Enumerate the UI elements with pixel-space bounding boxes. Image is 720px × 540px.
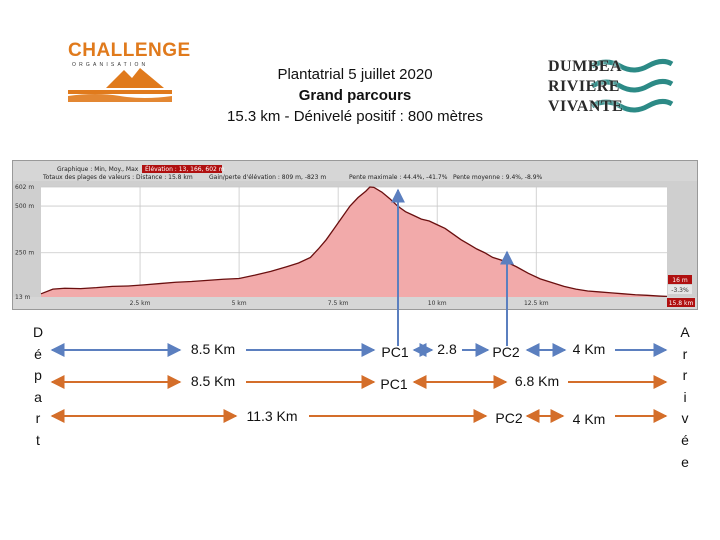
row2-seg2-label: 6.8 Km xyxy=(514,373,560,389)
info-line2-c: Pente maximale : 44.4%, -41.7% xyxy=(349,174,448,181)
depart-letter: D xyxy=(32,324,44,340)
end-slope-label: -3.3% xyxy=(671,287,689,294)
arrivee-letter: é xyxy=(681,431,689,448)
arrivee-letter: i xyxy=(683,388,687,405)
end-elevation-badge xyxy=(668,275,692,284)
depart-letter: r xyxy=(35,410,41,427)
end-elevation-label: 16 m xyxy=(672,277,688,284)
row3-seg1-label: 11.3 Km xyxy=(246,408,298,424)
dumbea-logo-line-3: VIVANTE xyxy=(548,98,624,115)
depart-letter: p xyxy=(34,367,42,384)
y-tick-label: 250 m xyxy=(15,250,34,257)
arrivee-letter: v xyxy=(681,410,689,427)
elevation-area xyxy=(41,187,667,297)
challenge-logo: CHALLENGE ORGANISATION xyxy=(66,40,190,110)
elevation-line xyxy=(40,186,668,298)
arrivee-letter: r xyxy=(682,367,688,384)
mountain-icon xyxy=(68,68,172,102)
arrivee-letter: r xyxy=(682,345,688,362)
depart-label: D é p a r t xyxy=(31,322,45,452)
dumbea-logo: DUMBEA RIVIERE VIVANTE xyxy=(544,56,674,122)
y-tick-label: 602 m xyxy=(15,184,34,191)
course-title: Grand parcours xyxy=(298,87,412,104)
row1-pc1-label: PC1 xyxy=(381,344,409,360)
arrivee-letter: e xyxy=(681,453,689,470)
x-tick-label: 12.5 km xyxy=(524,300,549,307)
x-tick-label: 2.5 km xyxy=(130,300,151,307)
y-tick-label: 500 m xyxy=(15,203,34,210)
row1-seg1-label: 8.5 Km xyxy=(190,341,236,357)
x-axis-bar xyxy=(13,297,697,309)
depart-letter: é xyxy=(34,345,42,362)
info-line2-b: Gain/perte d'élévation : 809 m, -823 m xyxy=(209,174,326,181)
row1-seg2-label: 2.8 xyxy=(437,341,457,357)
info-line2-a: Totaux des plages de valeurs : Distance … xyxy=(42,174,193,181)
arrivee-letter: A xyxy=(680,324,690,340)
info-line1-label: Graphique : Min, Moy., Max xyxy=(57,166,139,173)
title-block: Plantatrial 5 juillet 2020 Grand parcour… xyxy=(180,64,530,127)
elevation-chart-svg: Graphique : Min, Moy., Max Élévation : 13… xyxy=(13,161,697,309)
arrivee-label: A r r i v é e xyxy=(678,322,692,473)
row1-pc2-label: PC2 xyxy=(492,344,520,360)
y-tick-label: 13 m xyxy=(15,294,31,301)
challenge-logo-word: CHALLENGE xyxy=(68,40,191,61)
x-tick-label: 10 km xyxy=(428,300,447,307)
dumbea-logo-line-2: RIVIERE xyxy=(548,78,620,95)
info-line1-red: Élévation : 13, 166, 602 m xyxy=(145,165,225,173)
info-line2-d: Pente moyenne : 9.4%, -8.9% xyxy=(453,174,543,181)
event-title: Plantatrial 5 juillet 2020 xyxy=(277,66,433,83)
depart-letter: a xyxy=(34,388,42,405)
row1-seg3-label: 4 Km xyxy=(572,341,606,357)
x-tick-label: 7.5 km xyxy=(328,300,349,307)
elevation-summary-badge xyxy=(142,165,222,173)
row3-seg2-label: 4 Km xyxy=(572,411,606,427)
x-tick-label: 5 km xyxy=(232,300,247,307)
depart-letter: t xyxy=(36,431,40,448)
row3-pc2-label: PC2 xyxy=(495,410,523,426)
dumbea-logo-line-1: DUMBEA xyxy=(548,58,623,75)
wave-icon xyxy=(590,58,674,113)
x-end-label: 15.8 km xyxy=(669,300,694,307)
row2-seg1-label: 8.5 Km xyxy=(190,373,236,389)
elevation-chart: Graphique : Min, Moy., Max Élévation : 13… xyxy=(12,160,698,310)
end-slope-badge xyxy=(668,285,692,294)
x-end-badge xyxy=(667,298,695,307)
course-summary: 15.3 km - Dénivelé positif : 800 mètres xyxy=(227,108,483,125)
row2-pc1-label: PC1 xyxy=(380,376,408,392)
challenge-logo-sub: ORGANISATION xyxy=(72,62,149,68)
